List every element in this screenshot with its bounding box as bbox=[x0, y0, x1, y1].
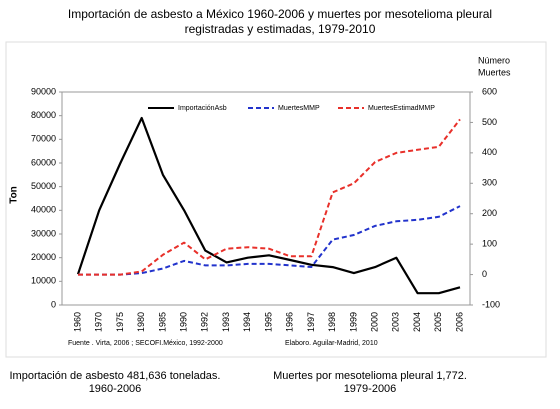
series-line bbox=[78, 205, 461, 276]
chart-title: registradas y estimadas, 1979-2010 bbox=[185, 22, 376, 36]
y2-tick-label: 0 bbox=[482, 269, 487, 279]
x-tick-label: 1985 bbox=[157, 312, 167, 332]
x-tick-label: 2005 bbox=[433, 312, 443, 332]
x-tick-label: 1975 bbox=[115, 312, 125, 332]
chart-title: Importación de asbesto a México 1960-200… bbox=[68, 7, 492, 21]
footnote: 1960-2006 bbox=[89, 383, 142, 395]
x-tick-label: 1960 bbox=[72, 312, 82, 332]
y2-tick-label: 600 bbox=[482, 86, 497, 96]
x-tick-label: 1993 bbox=[221, 312, 231, 332]
y-tick-label: 50000 bbox=[31, 181, 56, 191]
y-tick-label: 40000 bbox=[31, 205, 56, 215]
y-tick-label: 10000 bbox=[31, 276, 56, 286]
y2-tick-label: -100 bbox=[482, 299, 500, 309]
y2-tick-label: 100 bbox=[482, 239, 497, 249]
y-tick-label: 70000 bbox=[31, 134, 56, 144]
x-tick-label: 1999 bbox=[348, 312, 358, 332]
note: Fuente . Virta, 2006 ; SECOFI.México, 19… bbox=[68, 340, 223, 347]
x-tick-label: 1990 bbox=[178, 312, 188, 332]
x-tick-label: 1995 bbox=[263, 312, 273, 332]
y-tick-label: 0 bbox=[51, 299, 56, 309]
y-tick-label: 60000 bbox=[31, 157, 56, 167]
footnote: Muertes por mesotelioma pleural 1,772. bbox=[273, 370, 467, 382]
x-tick-label: 2006 bbox=[454, 312, 464, 332]
chart-frame bbox=[5, 41, 547, 358]
y2-tick-label: 500 bbox=[482, 117, 497, 127]
footnote: Importación de asbesto 481,636 toneladas… bbox=[10, 370, 221, 382]
x-tick-label: 2003 bbox=[391, 312, 401, 332]
y-axis-label: Ton bbox=[9, 186, 20, 204]
x-tick-label: 1980 bbox=[136, 312, 146, 332]
series-line bbox=[76, 116, 461, 295]
x-tick-label: 1998 bbox=[327, 312, 337, 332]
x-tick-label: 1992 bbox=[200, 312, 210, 332]
y-tick-label: 90000 bbox=[31, 86, 56, 96]
y-tick-label: 30000 bbox=[31, 228, 56, 238]
x-tick-label: 2004 bbox=[412, 312, 422, 332]
note: Elaboro. Aguilar-Madrid, 2010 bbox=[285, 340, 378, 347]
plot-frame bbox=[61, 91, 471, 306]
x-tick-label: 1970 bbox=[94, 312, 104, 332]
x-tick-label: 1997 bbox=[306, 312, 316, 332]
y-tick-label: 20000 bbox=[31, 252, 56, 262]
series-line bbox=[78, 118, 461, 276]
y2-axis-label: Número bbox=[478, 55, 510, 65]
y2-tick-label: 200 bbox=[482, 208, 497, 218]
y-tick-label: 80000 bbox=[31, 110, 56, 120]
y2-axis-label: Muertes bbox=[478, 67, 511, 77]
x-tick-label: 1996 bbox=[285, 312, 295, 332]
legend-label: MuertesEstimadMMP bbox=[368, 105, 435, 112]
legend-label: MuertesMMP bbox=[278, 105, 320, 112]
x-tick-label: 1994 bbox=[242, 312, 252, 332]
footnote: 1979-2006 bbox=[344, 383, 397, 395]
x-tick-label: 2000 bbox=[369, 312, 379, 332]
y2-tick-label: 400 bbox=[482, 147, 497, 157]
legend-label: ImportaciónAsb bbox=[178, 105, 227, 112]
y2-tick-label: 300 bbox=[482, 178, 497, 188]
